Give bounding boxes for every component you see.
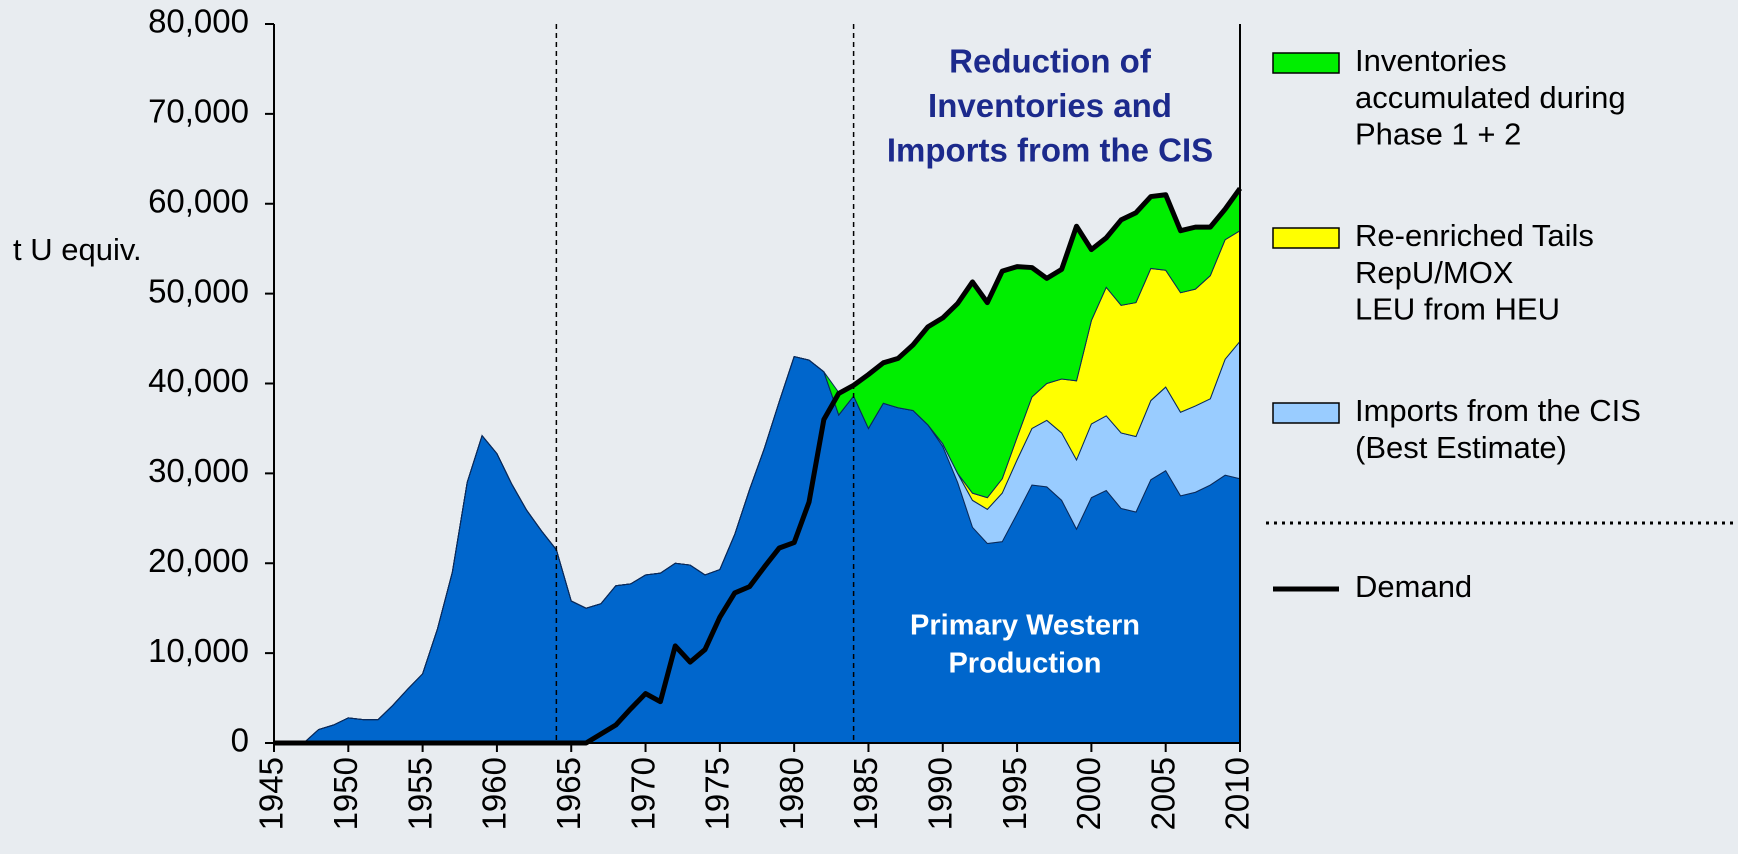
y-axis-label: t U equiv.	[13, 232, 142, 267]
legend-label: Inventories	[1355, 43, 1507, 78]
annotation: Imports from the CIS	[887, 132, 1213, 169]
x-tick-label: 1965	[550, 757, 587, 830]
legend-label: Phase 1 + 2	[1355, 116, 1521, 151]
y-tick-label: 60,000	[148, 182, 249, 219]
x-tick-label: 1950	[327, 757, 364, 830]
legend-label: Re-enriched Tails	[1355, 218, 1594, 253]
area-label: Primary Western	[910, 610, 1140, 642]
y-tick-label: 40,000	[148, 362, 249, 399]
legend-swatch	[1272, 402, 1340, 424]
x-tick-label: 1980	[773, 757, 810, 830]
area-label: Production	[948, 648, 1101, 680]
x-tick-label: 1945	[253, 757, 290, 830]
x-tick-label: 1955	[401, 757, 438, 830]
legend-label: Demand	[1355, 569, 1472, 604]
annotation: Inventories and	[928, 87, 1172, 124]
x-tick-label: 1995	[996, 757, 1033, 830]
legend-label: Imports from the CIS	[1355, 393, 1641, 428]
legend-label: accumulated during	[1355, 80, 1626, 115]
y-tick-label: 50,000	[148, 272, 249, 309]
y-tick-label: 30,000	[148, 452, 249, 489]
y-tick-label: 80,000	[148, 3, 249, 40]
y-tick-label: 0	[231, 722, 249, 759]
legend-label: RepU/MOX	[1355, 255, 1514, 290]
x-tick-label: 1990	[921, 757, 958, 830]
y-tick-label: 70,000	[148, 93, 249, 130]
x-tick-label: 1985	[847, 757, 884, 830]
legend-swatch	[1272, 52, 1340, 74]
y-tick-label: 20,000	[148, 542, 249, 579]
legend-label: LEU from HEU	[1355, 291, 1560, 326]
x-tick-label: 1970	[624, 757, 661, 830]
x-tick-label: 2000	[1070, 757, 1107, 830]
x-tick-label: 2010	[1219, 757, 1256, 830]
legend-swatch	[1272, 227, 1340, 249]
x-tick-label: 1975	[699, 757, 736, 830]
annotation: Reduction of	[949, 43, 1152, 80]
legend-label: (Best Estimate)	[1355, 430, 1567, 465]
y-tick-label: 10,000	[148, 632, 249, 669]
x-tick-label: 2005	[1144, 757, 1181, 830]
x-tick-label: 1960	[476, 757, 513, 830]
